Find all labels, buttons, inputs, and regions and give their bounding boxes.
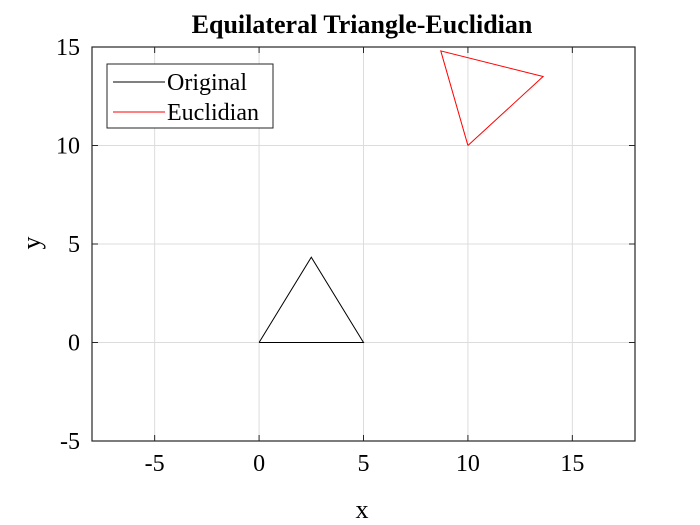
- y-tick-label: 0: [68, 331, 80, 357]
- series-line-original: [258, 256, 365, 343]
- x-tick-label: 15: [560, 451, 584, 477]
- x-tick-label: 0: [253, 451, 265, 477]
- legend-label-euclidian: Euclidian: [167, 100, 259, 126]
- y-tick-label: 10: [56, 134, 80, 160]
- chart-title: Equilateral Triangle-Euclidian: [192, 10, 533, 39]
- legend: Original Euclidian: [106, 63, 274, 129]
- y-axis-label: y: [17, 237, 46, 250]
- series-group: [258, 50, 545, 343]
- x-axis-label: x: [356, 495, 369, 524]
- legend-label-original: Original: [167, 70, 247, 96]
- y-tick-label: 5: [68, 232, 80, 258]
- y-tick-label: -5: [60, 429, 80, 455]
- x-tick-label: 10: [456, 451, 480, 477]
- y-tick-label: 15: [56, 35, 80, 61]
- legend-box: [106, 63, 274, 129]
- series-line-euclidian: [440, 50, 545, 146]
- x-tick-label: 5: [358, 451, 370, 477]
- x-tick-label: -5: [145, 451, 165, 477]
- ticks: -5 0 5 10 15 -5 0 5 10 15: [56, 35, 635, 477]
